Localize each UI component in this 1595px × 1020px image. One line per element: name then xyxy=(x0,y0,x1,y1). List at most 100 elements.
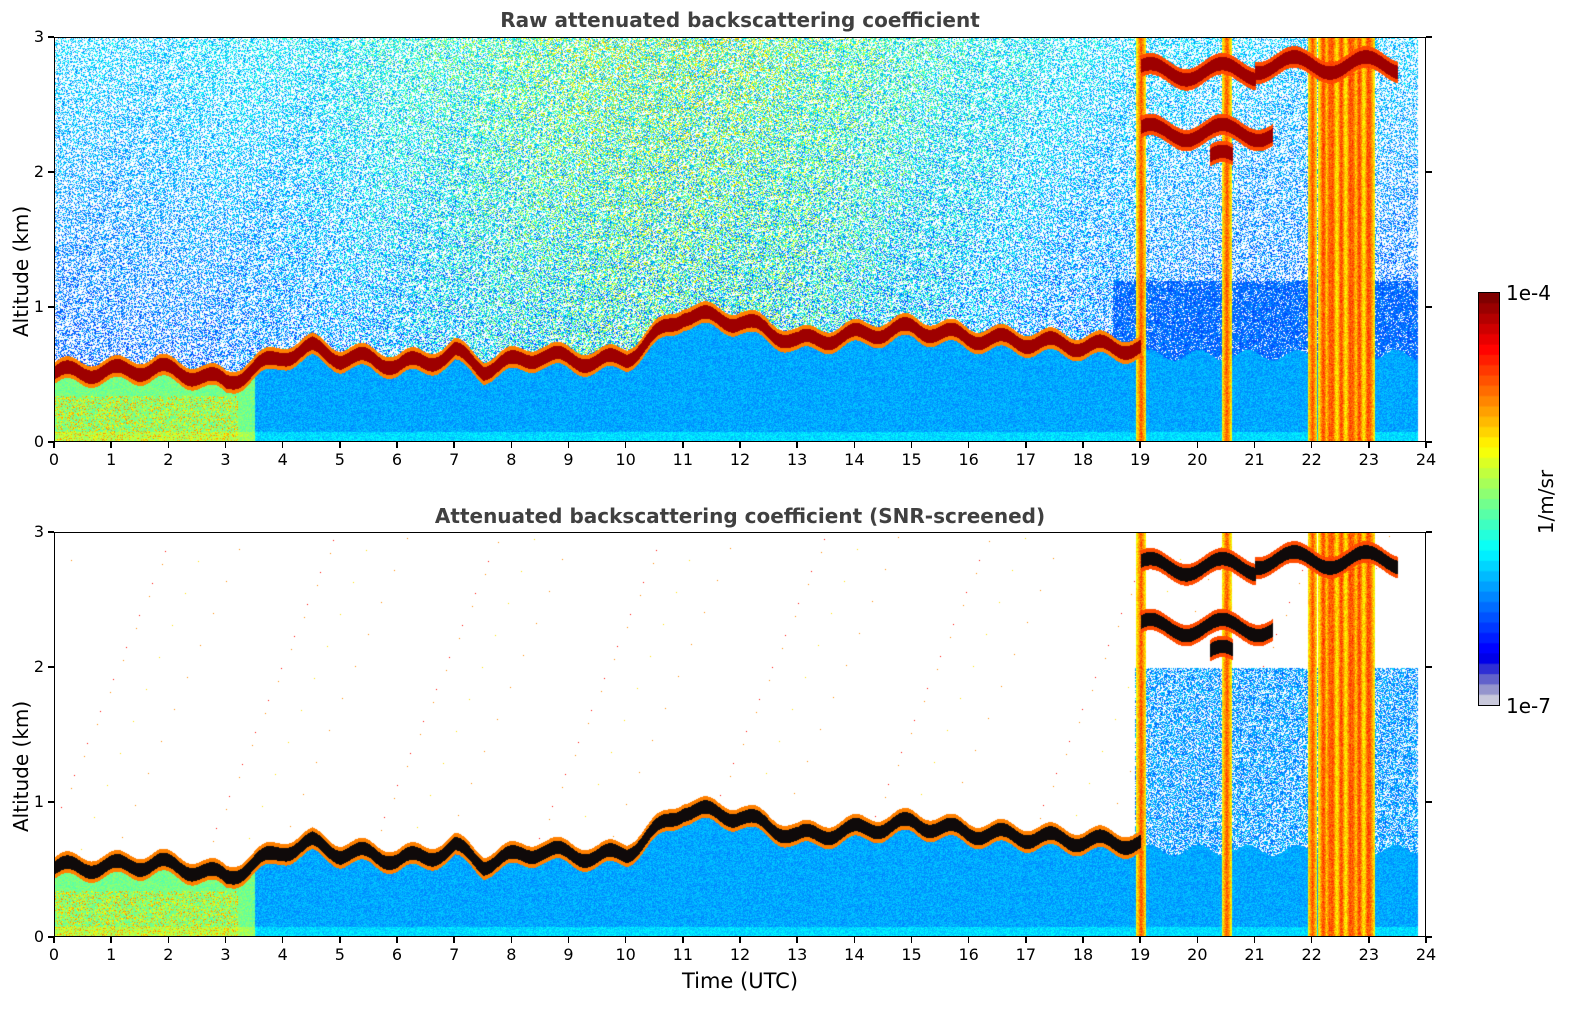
panel2-x-tick-mark xyxy=(396,937,398,943)
panel1-x-tick-mark xyxy=(281,442,284,448)
panel2-x-tick-label: 0 xyxy=(48,945,60,964)
panel1-y-tick-mark-right xyxy=(1426,36,1432,38)
panel2-y-tick-label: 2 xyxy=(33,657,44,676)
panel1-x-tick-label: 22 xyxy=(1301,450,1322,469)
panel2-x-tick-label: 22 xyxy=(1301,945,1322,964)
panel1-x-tick-mark xyxy=(853,442,856,448)
panel2-x-tick-mark xyxy=(567,937,570,943)
panel2-x-tick-mark xyxy=(853,937,856,943)
panel2-y-tick-label: 3 xyxy=(33,522,44,541)
panel1-y-tick-label: 3 xyxy=(33,27,44,46)
panel2-x-tick-mark xyxy=(1025,937,1027,943)
panel1-y-tick-mark xyxy=(48,171,54,173)
panel2-x-tick-mark xyxy=(281,937,284,943)
panel1-y-tick-label: 2 xyxy=(33,162,44,181)
panel2-x-tick-label: 7 xyxy=(449,945,460,964)
panel1-x-tick-mark xyxy=(1368,442,1370,448)
panel1-x-tick-label: 14 xyxy=(844,450,865,469)
panel2-x-tick-label: 19 xyxy=(1129,945,1151,964)
panel2-x-tick-mark xyxy=(1425,937,1427,943)
panel1-x-tick-label: 2 xyxy=(163,450,174,469)
panel2-x-tick-mark xyxy=(510,937,513,943)
panel1-x-tick-mark xyxy=(396,442,398,448)
panel1-x-tick-label: 4 xyxy=(277,450,288,469)
panel1-x-tick-mark xyxy=(1253,442,1256,448)
panel1-x-tick-label: 1 xyxy=(106,450,117,469)
panel1-x-tick-mark xyxy=(682,442,684,448)
panel2-x-tick-label: 10 xyxy=(615,945,636,964)
panel1-y-tick-mark xyxy=(48,306,54,308)
panel1-y-tick-label: 0 xyxy=(33,432,44,451)
panel2-x-tick-label: 16 xyxy=(958,945,979,964)
panel2-x-tick-label: 8 xyxy=(506,945,517,964)
panel2-x-tick-mark xyxy=(339,937,341,943)
panel2-x-tick-mark xyxy=(167,937,170,943)
panel2-heatmap-canvas xyxy=(55,533,1425,936)
panel2-y-tick-mark-right xyxy=(1426,936,1432,938)
panel1-y-tick-label: 1 xyxy=(33,297,44,316)
panel2-x-tick-mark xyxy=(110,937,112,943)
panel2-x-tick-mark xyxy=(624,937,627,943)
panel1-x-tick-mark xyxy=(453,442,455,448)
panel2-x-tick-mark xyxy=(1196,937,1199,943)
panel2-x-tick-mark xyxy=(1368,937,1370,943)
panel1-x-tick-mark xyxy=(339,442,341,448)
panel2-x-tick-mark xyxy=(967,937,970,943)
panel2-x-tick-label: 12 xyxy=(729,945,751,964)
colorbar-min-label: 1e-7 xyxy=(1506,694,1551,718)
panel1-heatmap xyxy=(54,37,1426,442)
panel2-x-tick-label: 1 xyxy=(106,945,117,964)
panel1-y-tick-mark xyxy=(48,36,54,38)
panel1-x-tick-label: 0 xyxy=(48,450,60,469)
panel2-x-tick-label: 13 xyxy=(786,945,808,964)
panel1-x-tick-mark xyxy=(53,442,55,448)
panel2-x-tick-label: 14 xyxy=(844,945,865,964)
panel2-x-tick-label: 24 xyxy=(1415,945,1437,964)
panel2-x-tick-label: 9 xyxy=(563,945,574,964)
panel2-x-tick-mark xyxy=(224,937,227,943)
panel2-y-tick-mark xyxy=(48,531,54,533)
panel1-y-axis-label: Altitude (km) xyxy=(9,205,33,337)
panel2-y-tick-mark-right xyxy=(1426,801,1432,803)
panel1-x-tick-label: 15 xyxy=(901,450,922,469)
panel1-x-tick-mark xyxy=(624,442,627,448)
panel1-x-tick-label: 12 xyxy=(729,450,751,469)
panel1-y-tick-mark-right xyxy=(1426,171,1432,173)
panel2-x-tick-label: 6 xyxy=(391,945,403,964)
panel2-x-tick-mark xyxy=(53,937,55,943)
panel1-x-tick-mark xyxy=(1425,442,1427,448)
panel1-y-tick-mark xyxy=(48,441,54,443)
panel1-x-tick-mark xyxy=(1310,442,1313,448)
panel1-x-tick-label: 11 xyxy=(672,450,693,469)
panel1-x-tick-mark xyxy=(567,442,570,448)
panel2-x-tick-mark xyxy=(682,937,684,943)
panel2-x-tick-label: 5 xyxy=(334,945,345,964)
panel1-x-tick-mark xyxy=(167,442,170,448)
x-axis-label: Time (UTC) xyxy=(681,969,799,993)
panel2-x-tick-mark xyxy=(739,937,741,943)
panel2-x-tick-label: 17 xyxy=(1015,945,1036,964)
panel1-y-tick-mark-right xyxy=(1426,306,1432,308)
panel2-x-tick-label: 21 xyxy=(1244,945,1265,964)
panel1-y-tick-mark-right xyxy=(1426,441,1432,443)
panel1-x-tick-label: 8 xyxy=(506,450,517,469)
panel2-y-tick-label: 0 xyxy=(33,927,44,946)
panel1-x-tick-label: 20 xyxy=(1187,450,1208,469)
panel1-x-tick-label: 5 xyxy=(334,450,345,469)
panel1-x-tick-label: 7 xyxy=(449,450,460,469)
panel1-x-tick-label: 17 xyxy=(1015,450,1036,469)
panel2-x-tick-label: 3 xyxy=(220,945,231,964)
panel1-x-tick-label: 13 xyxy=(786,450,808,469)
panel1-x-tick-mark xyxy=(796,442,798,448)
panel1-x-tick-label: 16 xyxy=(958,450,979,469)
panel2-x-tick-label: 2 xyxy=(163,945,174,964)
panel1-x-tick-label: 18 xyxy=(1072,450,1094,469)
panel2-x-tick-mark xyxy=(796,937,798,943)
colorbar-max-label: 1e-4 xyxy=(1506,281,1551,305)
panel2-x-tick-mark xyxy=(1253,937,1256,943)
panel2-x-tick-label: 15 xyxy=(901,945,922,964)
panel2-x-tick-label: 23 xyxy=(1358,945,1379,964)
panel1-x-tick-mark xyxy=(1139,442,1141,448)
panel2-y-tick-mark-right xyxy=(1426,666,1432,668)
panel1-x-tick-mark xyxy=(510,442,513,448)
